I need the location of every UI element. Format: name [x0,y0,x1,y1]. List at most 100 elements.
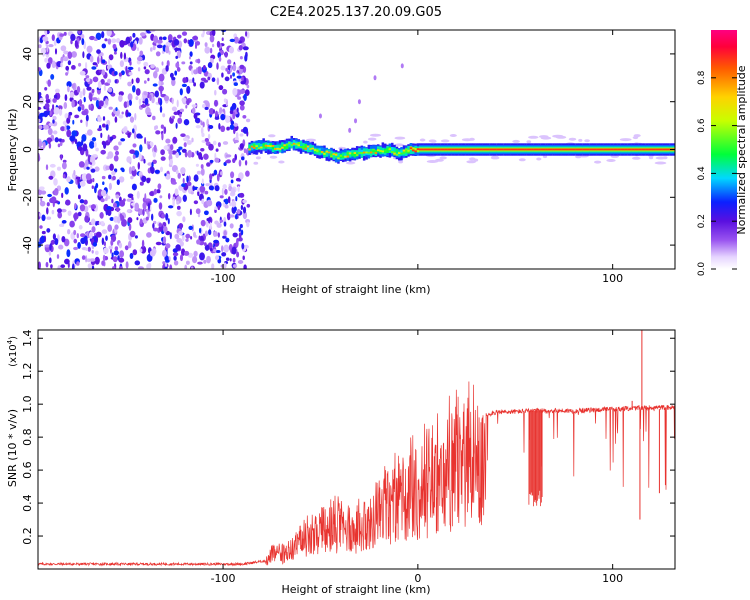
heatmap-cell [196,170,202,175]
heatmap-cell [154,125,159,130]
snr-panel: -100 0 100 0.2 0.4 0.6 0.8 1.0 1.2 1.4 Height of … [6,329,676,596]
heatmap-cell [112,256,118,263]
heatmap-cell [169,232,172,240]
y-tick-label: 0.8 [21,428,34,446]
heatmap-cell [186,99,190,106]
heatmap-cell [257,143,261,147]
heatmap-cell [145,216,149,221]
heatmap-cell [491,148,494,151]
heatmap-cell [193,113,198,120]
heatmap-cell [157,97,161,104]
heatmap-cell [114,116,118,123]
heatmap-cell [90,218,96,226]
heatmap-cell [176,50,182,59]
heatmap-cell [229,74,233,79]
heatmap-cell [113,51,117,55]
heatmap-cell [79,70,86,76]
heatmap-cell [95,32,102,40]
heatmap-cell [85,255,88,263]
heatmap-cell [237,237,243,242]
heatmap-cell [239,64,245,70]
heatmap-cell [209,34,215,43]
heatmap-cell [318,148,321,153]
heatmap-cell [244,159,248,166]
heatmap-cell [116,206,120,213]
heatmap-cell [594,160,602,164]
heatmap-cell [204,106,209,110]
heatmap-cell [165,138,171,144]
heatmap-cell [178,146,183,150]
heatmap-cell [60,154,63,161]
heatmap-cell [95,231,102,238]
colorbar-tick-label: 0.0 [697,262,707,277]
heatmap-cell [493,148,497,151]
heatmap-cell [154,169,160,174]
heatmap-cell [295,143,298,146]
heatmap-cell [281,146,284,149]
heatmap-cell [281,144,284,149]
heatmap-cell [394,136,406,140]
heatmap-cell [218,85,224,91]
heatmap-cell [176,200,180,205]
heatmap-cell [325,150,328,157]
heatmap-cell [428,139,437,143]
heatmap-cell [63,238,70,247]
heatmap-cell [154,90,159,98]
heatmap-cell [161,132,164,141]
heatmap-cell [357,99,361,105]
heatmap-cell [208,181,213,187]
heatmap-cell [176,210,182,217]
heatmap-cell [337,157,340,160]
heatmap-cell [163,145,169,151]
heatmap-cell [209,173,213,181]
heatmap-cell [38,140,43,148]
heatmap-cell [271,145,275,150]
heatmap-cell [585,148,588,151]
colorbar-tick-label: 0.4 [697,166,707,181]
heatmap-cell [367,137,377,141]
heatmap-cell [246,84,250,89]
heatmap-cell [147,144,151,150]
heatmap-cell [107,87,113,93]
heatmap-cell [38,186,45,191]
heatmap-cell [88,231,93,239]
heatmap-cell [232,232,238,238]
heatmap-cell [224,188,228,195]
heatmap-cell [354,118,358,124]
heatmap-cell [60,264,66,269]
heatmap-cell [153,35,159,44]
heatmap-cell [216,40,221,48]
heatmap-cell [209,47,213,54]
heatmap-cell [208,124,214,130]
heatmap-cell [281,144,284,154]
heatmap-cell [193,82,197,87]
heatmap-cell [209,159,214,163]
heatmap-cell [92,177,95,183]
heatmap-cell [156,189,161,194]
heatmap-cell [215,255,220,261]
heatmap-cell [139,248,143,253]
heatmap-cell [313,149,317,154]
heatmap-cell [211,30,216,37]
heatmap-cell [119,40,125,48]
heatmap-cell [105,235,108,241]
heatmap-cell [239,223,243,229]
heatmap-cell [44,244,50,248]
heatmap-cell [203,79,209,83]
heatmap-cell [65,199,71,206]
heatmap-cell [236,75,243,79]
heatmap-cell [46,228,51,233]
heatmap-cell [318,150,321,153]
heatmap-cell [439,156,447,160]
heatmap-cell [629,148,632,151]
heatmap-cell [638,148,642,151]
heatmap-cell [129,149,136,154]
heatmap-cell [98,100,104,107]
heatmap-cell [80,237,86,245]
heatmap-cell [101,229,108,234]
heatmap-cell [204,190,209,195]
heatmap-cell [147,112,152,116]
heatmap-cell [236,107,239,113]
heatmap-cell [128,166,132,175]
heatmap-cell [50,196,57,203]
